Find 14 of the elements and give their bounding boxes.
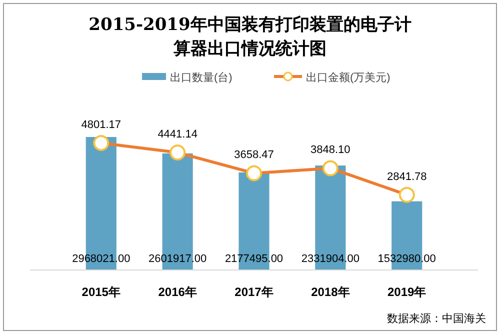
data-label: 3848.10	[310, 144, 350, 156]
data-label: 4801.17	[81, 119, 122, 131]
source-note: 数据来源：中国海关	[387, 312, 486, 325]
legend-label: 出口金额(万美元)	[306, 71, 390, 84]
data-label: 4441.14	[158, 128, 198, 141]
x-tick-label: 2019年	[388, 285, 426, 299]
x-tick-label: 2016年	[158, 285, 197, 299]
x-tick-label: 2018年	[311, 285, 350, 299]
data-label: 3658.47	[234, 149, 274, 162]
x-tick-label: 2015年	[82, 285, 120, 299]
x-tick-label: 2017年	[234, 285, 274, 299]
data-label: 2841.78	[386, 170, 427, 183]
legend-label: 出口数量(台)	[170, 71, 232, 84]
chart-title: 2015-2019年中国装有打印装置的电子计算器出口情况统计图	[88, 15, 412, 59]
